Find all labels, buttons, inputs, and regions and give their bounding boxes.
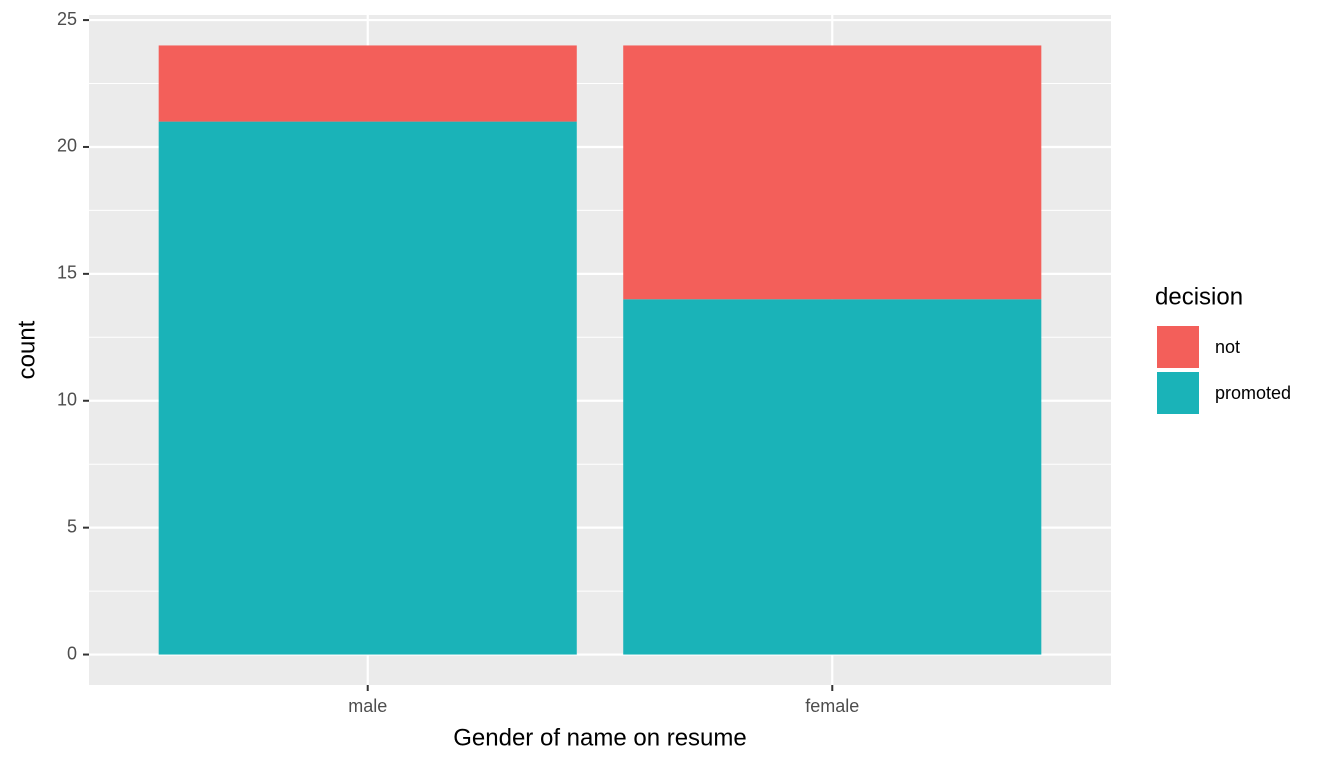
- x-tick-label: male: [348, 696, 387, 716]
- y-tick-label: 25: [57, 9, 77, 29]
- legend-label: promoted: [1215, 383, 1291, 403]
- y-tick-label: 20: [57, 136, 77, 156]
- legend-title: decision: [1155, 283, 1243, 310]
- x-tick-label: female: [805, 696, 859, 716]
- y-axis-title: count: [13, 320, 40, 379]
- bar-segment: [623, 45, 1042, 300]
- bar-segment: [158, 45, 577, 122]
- legend-key: [1157, 372, 1199, 414]
- y-tick-label: 5: [67, 516, 77, 536]
- legend-key: [1157, 326, 1199, 368]
- bar-segment: [158, 121, 577, 655]
- bar-segment: [623, 299, 1042, 655]
- y-tick-label: 0: [67, 643, 77, 663]
- x-axis-title: Gender of name on resume: [453, 724, 747, 751]
- legend-label: not: [1215, 337, 1240, 357]
- y-tick-label: 15: [57, 263, 77, 283]
- y-tick-label: 10: [57, 390, 77, 410]
